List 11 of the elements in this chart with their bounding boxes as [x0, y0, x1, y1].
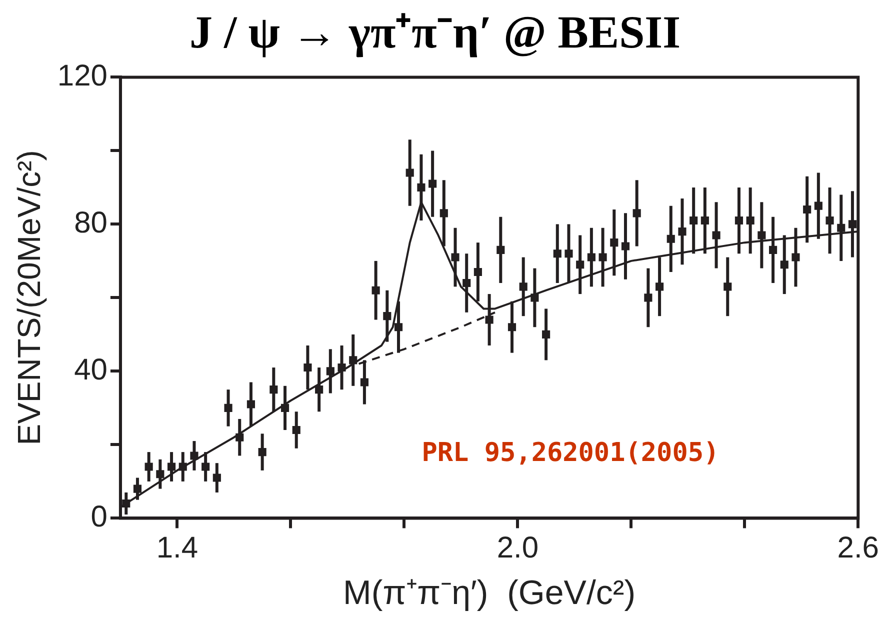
x-tick-label: 1.4 — [156, 531, 198, 564]
y-axis-title: EVENTS/(20MeV/c²) — [11, 150, 48, 446]
y-tick-label: 0 — [90, 500, 108, 534]
annotation: PRL 95,262001(2005) — [422, 438, 720, 468]
y-tick-label: 40 — [74, 353, 108, 386]
x-tick-label: 2.0 — [496, 531, 539, 564]
x-axis-title: M(π⁺π⁻η′) (GeV/c²) — [343, 574, 636, 612]
y-tick-label: 80 — [74, 206, 108, 240]
x-tick-label: 2.6 — [837, 531, 880, 564]
chart-title: J / ψ → γπ⁺π⁻η′ @ BESII — [190, 6, 680, 58]
y-tick-label: 120 — [57, 59, 108, 92]
